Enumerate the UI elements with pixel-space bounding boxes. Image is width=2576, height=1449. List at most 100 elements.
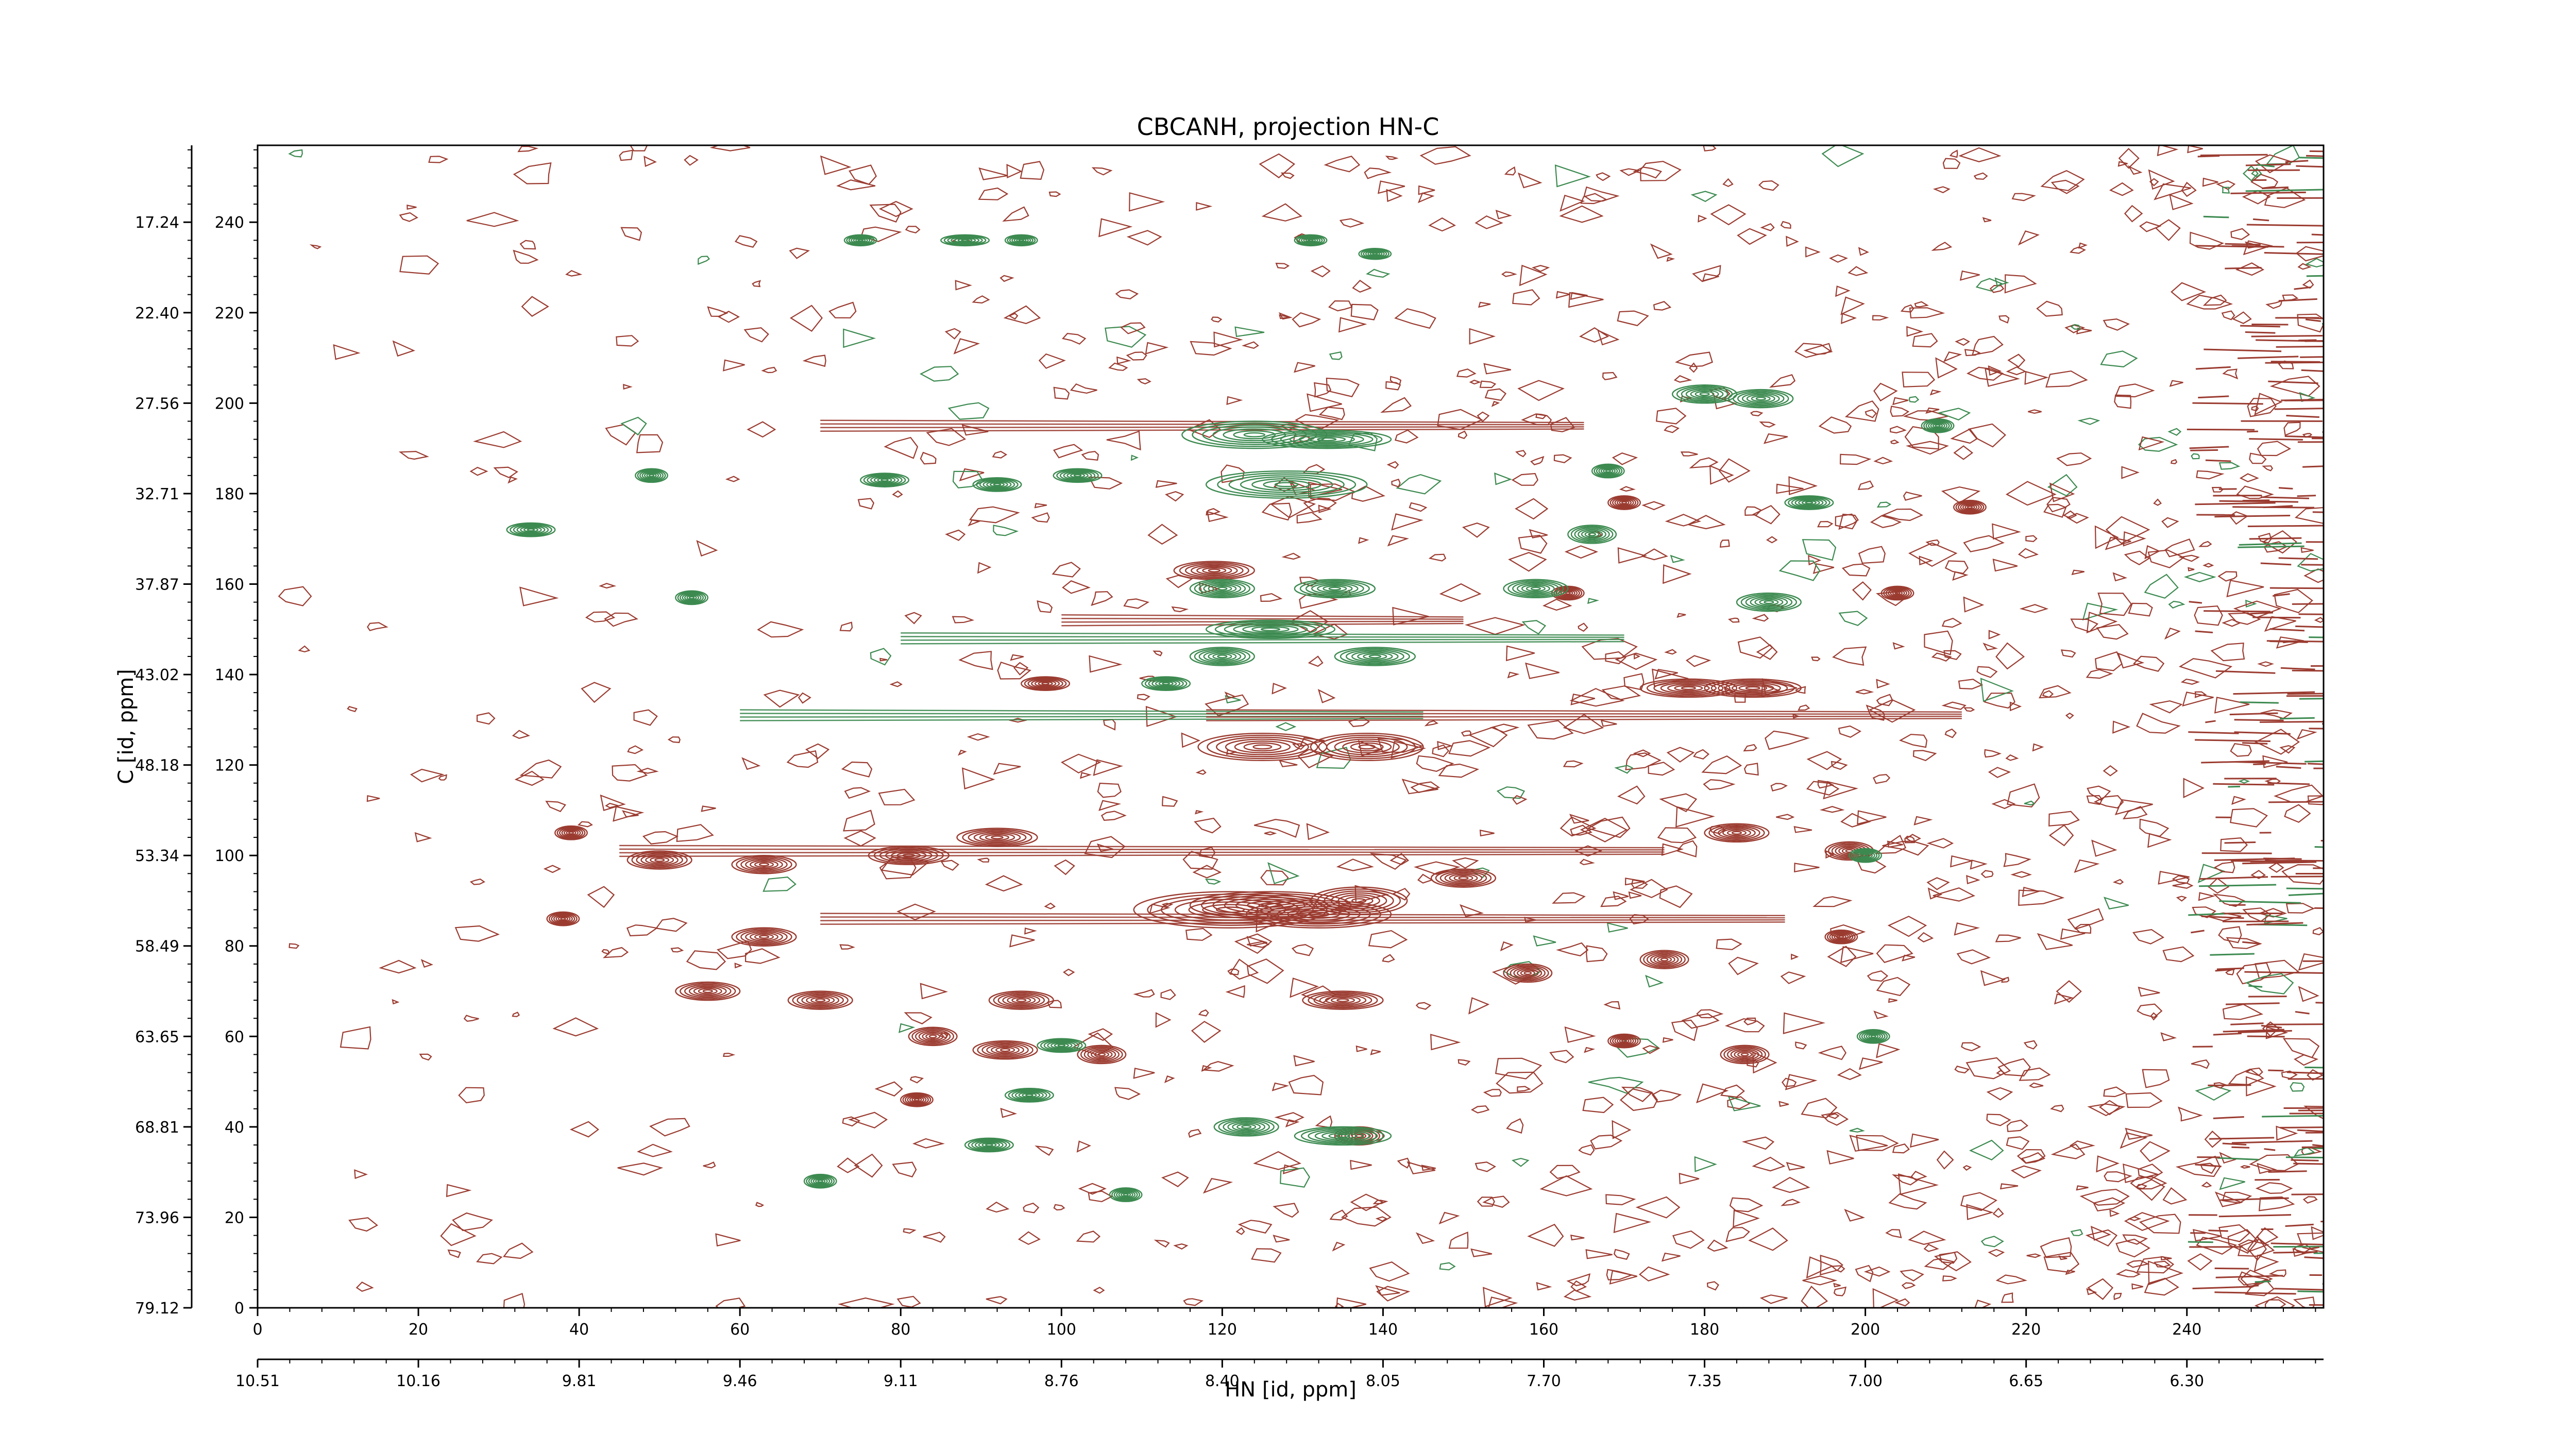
contour-level bbox=[563, 829, 579, 837]
noise-contour bbox=[2086, 1288, 2097, 1295]
noise-contour bbox=[2222, 1191, 2252, 1204]
noise-contour bbox=[2205, 720, 2216, 723]
peak bbox=[1294, 579, 1376, 599]
noise-contour bbox=[2103, 765, 2118, 777]
contour-level bbox=[1296, 235, 1325, 246]
contour-level bbox=[646, 473, 657, 478]
ppm-y-tick-label: 68.81 bbox=[135, 1119, 179, 1137]
noise-contour bbox=[1549, 1165, 1581, 1179]
noise-contour bbox=[920, 366, 959, 382]
noise-contour bbox=[2103, 1086, 2127, 1098]
contour-level bbox=[1151, 679, 1181, 688]
noise-contour bbox=[1488, 1296, 1518, 1308]
noise-contour bbox=[1988, 1249, 2005, 1257]
noise-contour bbox=[836, 179, 876, 191]
contour-level bbox=[1855, 851, 1875, 860]
y-ppm-axis: 79.1273.9668.8163.6558.4953.3448.1843.02… bbox=[135, 145, 193, 1318]
ridge-contour bbox=[1206, 718, 1962, 721]
noise-contour bbox=[513, 249, 539, 264]
noise-contour bbox=[2076, 327, 2092, 335]
noise-contour bbox=[1375, 1285, 1400, 1296]
contour-level bbox=[1091, 1050, 1113, 1059]
contour-level bbox=[870, 475, 899, 485]
noise-contour bbox=[2257, 661, 2274, 667]
noise-contour bbox=[2157, 145, 2179, 157]
x-tick-label: 60 bbox=[730, 1321, 750, 1339]
noise-contour bbox=[2183, 778, 2205, 799]
contour-level bbox=[1728, 389, 1794, 409]
noise-contour bbox=[1623, 673, 1645, 690]
noise-contour bbox=[1387, 535, 1410, 547]
x-tick-label: 220 bbox=[2011, 1321, 2041, 1339]
noise-contour bbox=[1935, 357, 1958, 379]
noise-contour bbox=[1613, 891, 1629, 900]
contour-level bbox=[740, 857, 788, 872]
noise-contour bbox=[1491, 400, 1500, 407]
contour-level bbox=[1643, 951, 1686, 968]
noise-contour bbox=[1238, 1220, 1273, 1234]
noise-contour bbox=[2201, 852, 2272, 854]
noise-contour bbox=[2294, 286, 2312, 290]
noise-contour bbox=[2274, 408, 2324, 410]
peak bbox=[1197, 732, 1328, 762]
noise-contour bbox=[2278, 298, 2317, 302]
noise-contour bbox=[1639, 1266, 1670, 1282]
noise-contour bbox=[2301, 369, 2324, 372]
noise-contour bbox=[1120, 322, 1146, 334]
noise-contour bbox=[1098, 800, 1122, 811]
noise-contour bbox=[1578, 1144, 1595, 1156]
noise-contour bbox=[2006, 1119, 2029, 1132]
noise-contour bbox=[903, 1228, 917, 1234]
y-tick-label: 40 bbox=[225, 1119, 244, 1137]
contour-level bbox=[1526, 585, 1546, 592]
noise-contour bbox=[2215, 968, 2235, 972]
ppm-y-tick-label: 22.40 bbox=[135, 305, 179, 323]
noise-contour bbox=[1956, 949, 1991, 965]
noise-contour bbox=[1675, 806, 1715, 828]
peak bbox=[988, 990, 1054, 1010]
noise-contour bbox=[2144, 1277, 2179, 1296]
noise-contour bbox=[2007, 353, 2026, 368]
noise-contour bbox=[2219, 1177, 2245, 1190]
noise-contour bbox=[1737, 228, 1767, 245]
noise-contour bbox=[447, 1249, 461, 1258]
noise-contour bbox=[2217, 1157, 2260, 1160]
ppm-x-tick-label: 10.51 bbox=[235, 1372, 280, 1390]
noise-contour bbox=[709, 145, 751, 151]
noise-contour bbox=[1890, 406, 1910, 417]
noise-contour bbox=[2018, 548, 2039, 559]
contour-level bbox=[1788, 496, 1831, 509]
noise-contour bbox=[1707, 1239, 1728, 1252]
noise-contour bbox=[909, 1076, 924, 1084]
noise-contour bbox=[642, 831, 679, 845]
noise-contour bbox=[2253, 763, 2266, 765]
contour-level bbox=[1883, 586, 1912, 600]
noise-contour bbox=[1942, 1275, 1957, 1282]
noise-contour bbox=[802, 355, 826, 367]
contour-level bbox=[1016, 238, 1027, 243]
noise-contour bbox=[1185, 928, 1213, 941]
noise-contour bbox=[1606, 1269, 1634, 1280]
noise-contour bbox=[1812, 563, 1835, 574]
noise-contour bbox=[1926, 838, 1954, 849]
noise-contour bbox=[2286, 887, 2324, 890]
noise-contour bbox=[715, 1298, 746, 1308]
noise-contour bbox=[2188, 567, 2195, 571]
x-tick-label: 160 bbox=[1529, 1321, 1558, 1339]
noise-contour bbox=[1673, 375, 1692, 383]
noise-contour bbox=[761, 366, 777, 374]
contour-level bbox=[1646, 952, 1683, 967]
noise-contour bbox=[1385, 156, 1399, 160]
contour-level bbox=[1212, 585, 1232, 592]
noise-contour bbox=[2011, 193, 2037, 201]
noise-contour bbox=[2201, 1182, 2212, 1188]
contour-level bbox=[648, 474, 655, 477]
peak bbox=[1503, 579, 1569, 599]
peak bbox=[1021, 676, 1071, 691]
noise-contour bbox=[1791, 953, 1799, 960]
contour-level bbox=[993, 483, 1002, 486]
noise-contour bbox=[1479, 829, 1495, 837]
peak bbox=[1294, 234, 1328, 247]
contour-level bbox=[1080, 1046, 1123, 1063]
contour-level bbox=[907, 1095, 927, 1104]
